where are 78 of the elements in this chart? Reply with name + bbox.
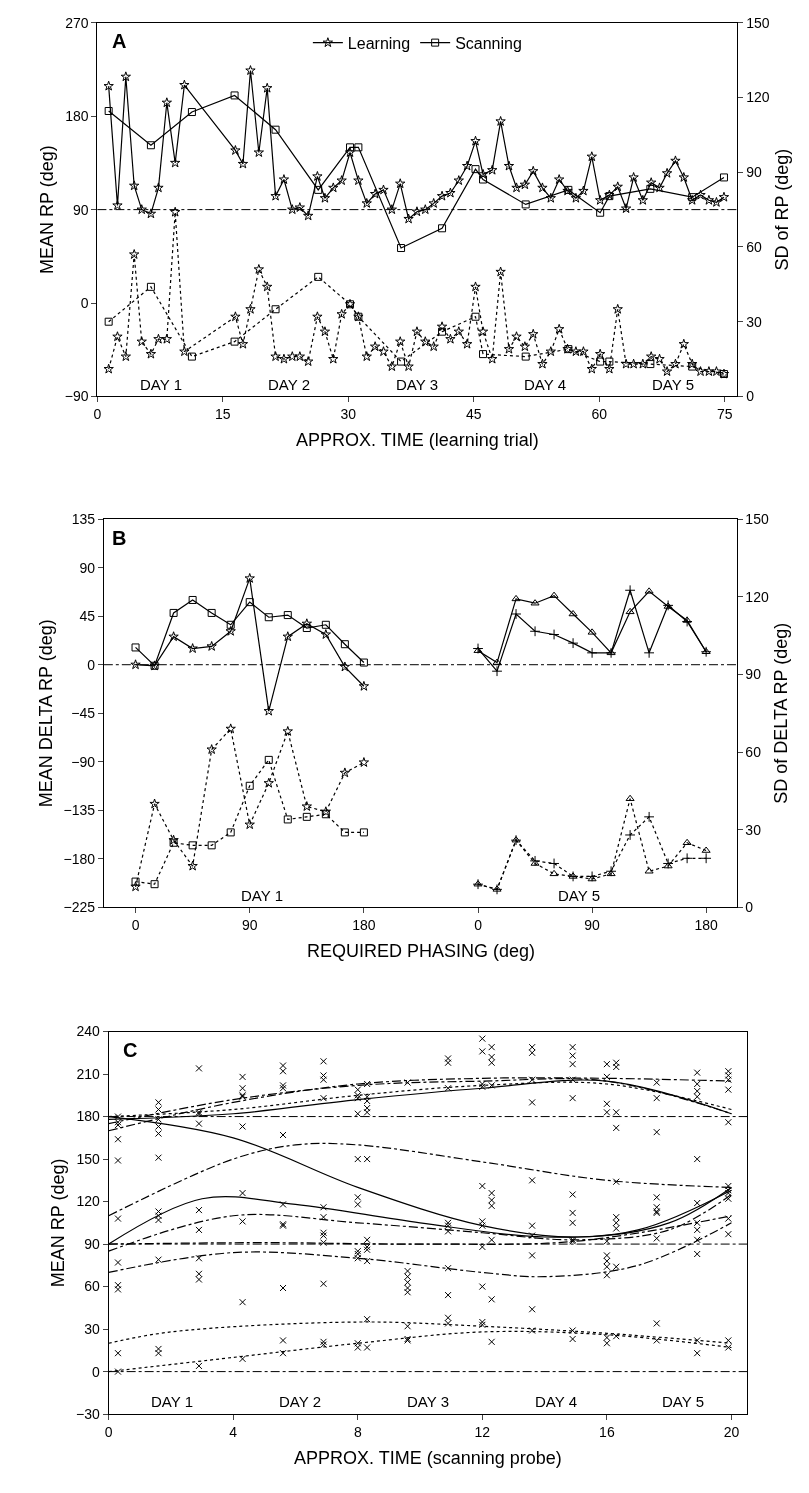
x-axis-title: APPROX. TIME (learning trial): [296, 430, 539, 450]
y-tick-label: 0: [92, 1363, 101, 1380]
y-tick-label: −225: [63, 899, 96, 916]
y-tick-label: 210: [76, 1065, 101, 1082]
y2-tick-label: 30: [745, 821, 762, 838]
annotation: DAY 4: [535, 1393, 577, 1410]
annotation: DAY 5: [652, 376, 694, 393]
y-axis-title: MEAN RP (deg): [37, 145, 58, 274]
x-tick-label: 90: [584, 917, 601, 934]
y2-tick-label: 150: [745, 510, 769, 527]
y2-axis-title: SD of RP (deg): [771, 148, 792, 271]
annotation: DAY 2: [268, 376, 310, 393]
y-tick-label: 90: [73, 201, 89, 218]
annotation: DAY 5: [558, 887, 600, 904]
y-axis-title: MEAN RP (deg): [48, 1158, 69, 1288]
x-axis-title: REQUIRED PHASING (deg): [307, 941, 536, 961]
x-tick-label: 180: [352, 917, 376, 934]
y-tick-label: 0: [87, 656, 96, 673]
y-tick-label: −30: [76, 1406, 101, 1422]
y2-tick-label: 0: [745, 899, 754, 916]
y2-tick-label: 120: [746, 89, 770, 106]
annotation: DAY 1: [151, 1393, 193, 1410]
x-tick-label: 8: [353, 1423, 362, 1440]
y-tick-label: −90: [64, 388, 89, 405]
x-tick-label: 45: [466, 406, 482, 423]
annotation: DAY 1: [140, 376, 182, 393]
x-tick-label: 60: [591, 406, 608, 423]
chart-title: A: [112, 30, 127, 52]
annotation: DAY 3: [407, 1393, 449, 1410]
x-tick-label: 0: [104, 1423, 113, 1440]
y-tick-label: −135: [63, 802, 96, 819]
x-tick-label: 30: [340, 406, 357, 423]
x-tick-label: 90: [241, 917, 258, 934]
y-tick-label: −45: [71, 705, 96, 722]
y2-tick-label: 90: [745, 666, 762, 683]
y-tick-label: −90: [71, 753, 96, 770]
legend-label: Learning: [347, 34, 411, 52]
y2-axis-title: SD of DELTA RP (deg): [771, 622, 792, 804]
x-tick-label: 180: [694, 917, 719, 934]
y2-tick-label: 90: [746, 164, 762, 181]
x-tick-label: 0: [131, 917, 140, 934]
y-tick-label: 45: [79, 608, 96, 625]
y2-tick-label: 0: [746, 388, 755, 405]
chart-title: C: [123, 1039, 138, 1061]
annotation: DAY 5: [662, 1393, 704, 1410]
y-tick-label: 30: [84, 1320, 101, 1337]
y-tick-label: 135: [71, 510, 96, 527]
x-tick-label: 20: [723, 1423, 740, 1440]
x-tick-label: 0: [474, 917, 483, 934]
x-axis-title: APPROX. TIME (scanning probe): [294, 1448, 562, 1468]
y-tick-label: 240: [76, 1023, 101, 1040]
y-tick-label: 0: [80, 294, 89, 311]
x-tick-label: 15: [215, 406, 231, 423]
y-tick-label: 150: [76, 1150, 101, 1167]
y-tick-label: 90: [79, 559, 96, 576]
y2-tick-label: 60: [745, 744, 762, 761]
annotation: DAY 3: [396, 376, 438, 393]
x-tick-label: 4: [229, 1423, 238, 1440]
y-tick-label: 270: [65, 14, 89, 31]
y-tick-label: 120: [76, 1193, 101, 1210]
annotation: DAY 2: [279, 1393, 321, 1410]
y-tick-label: 180: [76, 1108, 101, 1125]
legend-label: Scanning: [455, 34, 522, 52]
annotation: DAY 4: [524, 376, 566, 393]
y2-tick-label: 30: [746, 313, 762, 330]
chart-title: B: [112, 527, 127, 549]
x-tick-label: 16: [599, 1423, 615, 1440]
annotation: DAY 1: [241, 887, 283, 904]
x-tick-label: 12: [474, 1423, 491, 1440]
y2-tick-label: 120: [745, 588, 769, 605]
y2-tick-label: 150: [746, 14, 770, 31]
y-tick-label: 90: [84, 1235, 101, 1252]
x-tick-label: 75: [717, 406, 733, 423]
y-tick-label: 60: [84, 1278, 101, 1295]
y-tick-label: −180: [63, 850, 96, 867]
y2-tick-label: 60: [746, 238, 762, 255]
y-axis-title: MEAN DELTA RP (deg): [35, 619, 56, 808]
y-tick-label: 180: [65, 108, 89, 125]
